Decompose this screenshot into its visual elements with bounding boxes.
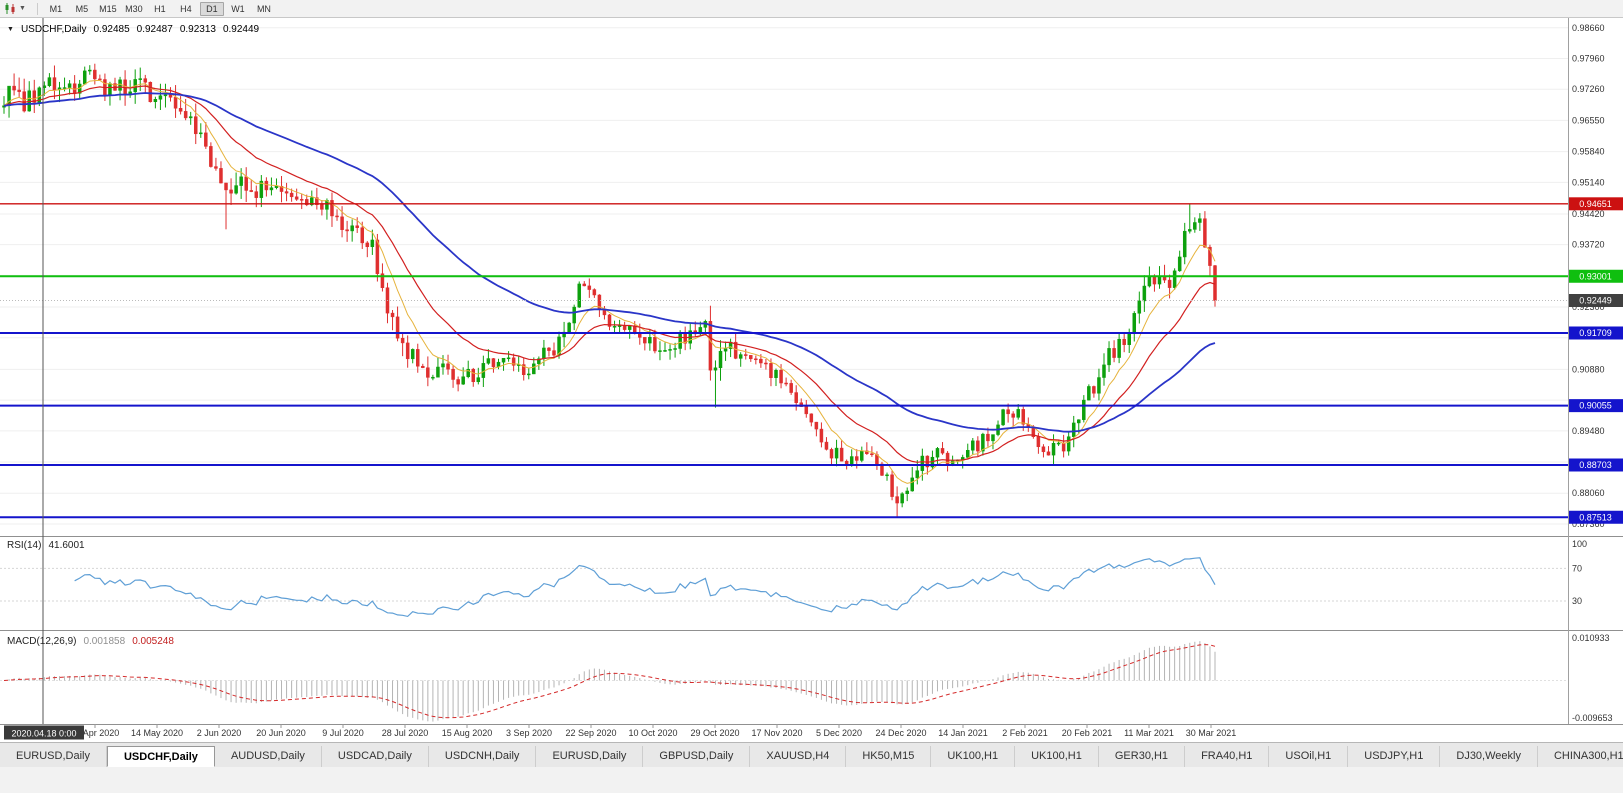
tab-china300-h1[interactable]: CHINA300,H1: [1537, 746, 1623, 767]
price-tick-label: 0.95140: [1572, 177, 1605, 187]
timeframe-button-h1[interactable]: H1: [154, 3, 166, 14]
level-price-badge: [1569, 399, 1623, 413]
price-tick-label: 0.87360: [1572, 519, 1605, 529]
timeframe-button-mn[interactable]: MN: [256, 3, 271, 14]
level-price-badge-label: 0.88703: [1579, 460, 1612, 470]
rsi-axis-label: 70: [1572, 563, 1582, 573]
level-price-badge: [1569, 458, 1623, 472]
level-price-badge-label: 0.94651: [1579, 199, 1612, 209]
date-label: 29 Oct 2020: [690, 728, 739, 738]
tab-dj30-weekly[interactable]: DJ30,Weekly: [1440, 746, 1538, 767]
tab-usdchf-daily[interactable]: USDCHF,Daily: [106, 746, 215, 767]
date-label: 25 Apr 2020: [71, 728, 120, 738]
tab-uk100-h1[interactable]: UK100,H1: [1015, 746, 1099, 767]
price-tick-label: 0.97960: [1572, 53, 1605, 63]
crosshair-date-label: 2020.04.18 0:00: [11, 729, 76, 739]
tab-hk50-m15[interactable]: HK50,M15: [846, 746, 932, 767]
candlestick-chart-icon[interactable]: [4, 2, 17, 15]
level-price-badge: [1569, 197, 1623, 211]
timeframe-button-h4[interactable]: H4: [180, 3, 192, 14]
price-tick-label: 0.98660: [1572, 23, 1605, 33]
tab-xauusd-h4[interactable]: XAUUSD,H4: [750, 746, 847, 767]
date-label: 2 Jun 2020: [197, 728, 242, 738]
tab-usdcad-daily[interactable]: USDCAD,Daily: [321, 746, 429, 767]
date-label: 24 Dec 2020: [875, 728, 926, 738]
date-label: 20 Jun 2020: [256, 728, 306, 738]
date-label: 20 Feb 2021: [1062, 728, 1113, 738]
tab-usdjpy-h1[interactable]: USDJPY,H1: [1348, 746, 1441, 767]
price-tick-label: 0.97260: [1572, 84, 1605, 94]
price-tick-label: 0.89480: [1572, 426, 1605, 436]
candles-layer: [2, 63, 1217, 517]
date-label: 14 Jan 2021: [938, 728, 988, 738]
tab-usoil-h1[interactable]: USOil,H1: [1269, 746, 1349, 767]
price-tick-label: 0.94420: [1572, 209, 1605, 219]
ma-mid-line: [3, 85, 1216, 463]
tab-gbpusd-daily[interactable]: GBPUSD,Daily: [643, 746, 751, 767]
timeframe-button-m5[interactable]: M5: [75, 3, 89, 14]
price-tick-label: 0.96550: [1572, 115, 1605, 125]
date-label: 5 Dec 2020: [816, 728, 862, 738]
chart-canvas[interactable]: 25 Apr 2020 14 May 2020 2 Jun 2020 20 Jun 2…: [0, 18, 1623, 742]
tab-fra40-h1[interactable]: FRA40,H1: [1185, 746, 1270, 767]
level-price-badge: [1569, 510, 1623, 524]
level-price-badge-label: 0.90055: [1579, 401, 1612, 411]
chart-type-dropdown-caret-icon[interactable]: ▼: [19, 5, 26, 12]
macd-axis-label: -0.009653: [1572, 713, 1613, 723]
price-tick-label: 0.92300: [1572, 302, 1605, 312]
date-label: 15 Aug 2020: [442, 728, 493, 738]
date-label: 22 Sep 2020: [565, 728, 616, 738]
tab-ger30-h1[interactable]: GER30,H1: [1098, 746, 1186, 767]
price-scale: 0.98660 0.97960 0.97260 0.96550 0.95840 0.951…: [1569, 23, 1623, 529]
date-label: 30 Mar 2021: [1186, 728, 1237, 738]
rsi-line: [74, 557, 1216, 618]
tab-uk100-h1[interactable]: UK100,H1: [931, 746, 1016, 767]
tab-eurusd-daily[interactable]: EURUSD,Daily: [0, 746, 107, 767]
ma-slow-line: [3, 92, 1216, 433]
bottom-filler: [0, 767, 1623, 793]
timeframe-button-w1[interactable]: W1: [231, 3, 245, 14]
date-label: 3 Sep 2020: [506, 728, 552, 738]
date-label: 2 Feb 2021: [1002, 728, 1048, 738]
ma-fast-line: [3, 79, 1216, 484]
macd-signal-line: [3, 644, 1216, 719]
tab-audusd-daily[interactable]: AUDUSD,Daily: [214, 746, 322, 767]
date-label: 17 Nov 2020: [751, 728, 802, 738]
date-label: 11 Mar 2021: [1124, 728, 1174, 738]
timeframe-button-m1[interactable]: M1: [49, 3, 63, 14]
date-label: 14 May 2020: [131, 728, 183, 738]
level-price-badge-label: 0.93001: [1579, 271, 1612, 281]
level-price-badge: [1569, 326, 1623, 340]
tab-eurusd-daily[interactable]: EURUSD,Daily: [536, 746, 644, 767]
macd-axis-label: 0.010933: [1572, 633, 1610, 643]
level-price-badge: [1569, 269, 1623, 283]
chart-area[interactable]: 25 Apr 2020 14 May 2020 2 Jun 2020 20 Jun 2…: [0, 18, 1623, 742]
top-toolbar: ▼ M1 M5 M15 M30 H1 H4 D1 W1 MN: [0, 0, 1623, 18]
toolbar-separator: [36, 2, 38, 15]
date-label: 9 Jul 2020: [322, 728, 364, 738]
rsi-axis-label: 30: [1572, 596, 1582, 606]
timeframe-button-group: M1 M5 M15 M30 H1 H4 D1 W1 MN: [43, 1, 277, 16]
rsi-axis-label: 100: [1572, 539, 1587, 549]
date-axis: 25 Apr 2020 14 May 2020 2 Jun 2020 20 Jun 2…: [71, 724, 1237, 738]
current-price-badge-label: 0.92449: [1579, 296, 1612, 306]
price-tick-label: 0.90880: [1572, 364, 1605, 374]
date-label: 10 Oct 2020: [628, 728, 677, 738]
current-price-badge: [1569, 294, 1623, 308]
price-tick-label: 0.95840: [1572, 147, 1605, 157]
price-tick-label: 0.88060: [1572, 488, 1605, 498]
crosshair-date-badge: [4, 725, 84, 740]
level-price-badge-label: 0.87513: [1579, 512, 1612, 522]
level-price-badge-label: 0.91709: [1579, 328, 1612, 338]
timeframe-button-m30[interactable]: M30: [125, 3, 143, 14]
symbol-tabs-bar: EURUSD,Daily USDCHF,Daily AUDUSD,Daily USDC…: [0, 742, 1623, 767]
price-tick-label: 0.93720: [1572, 240, 1605, 250]
timeframe-button-d1[interactable]: D1: [199, 1, 224, 16]
timeframe-button-m15[interactable]: M15: [99, 3, 117, 14]
tab-usdcnh-daily[interactable]: USDCNH,Daily: [428, 746, 537, 767]
date-label: 28 Jul 2020: [382, 728, 429, 738]
